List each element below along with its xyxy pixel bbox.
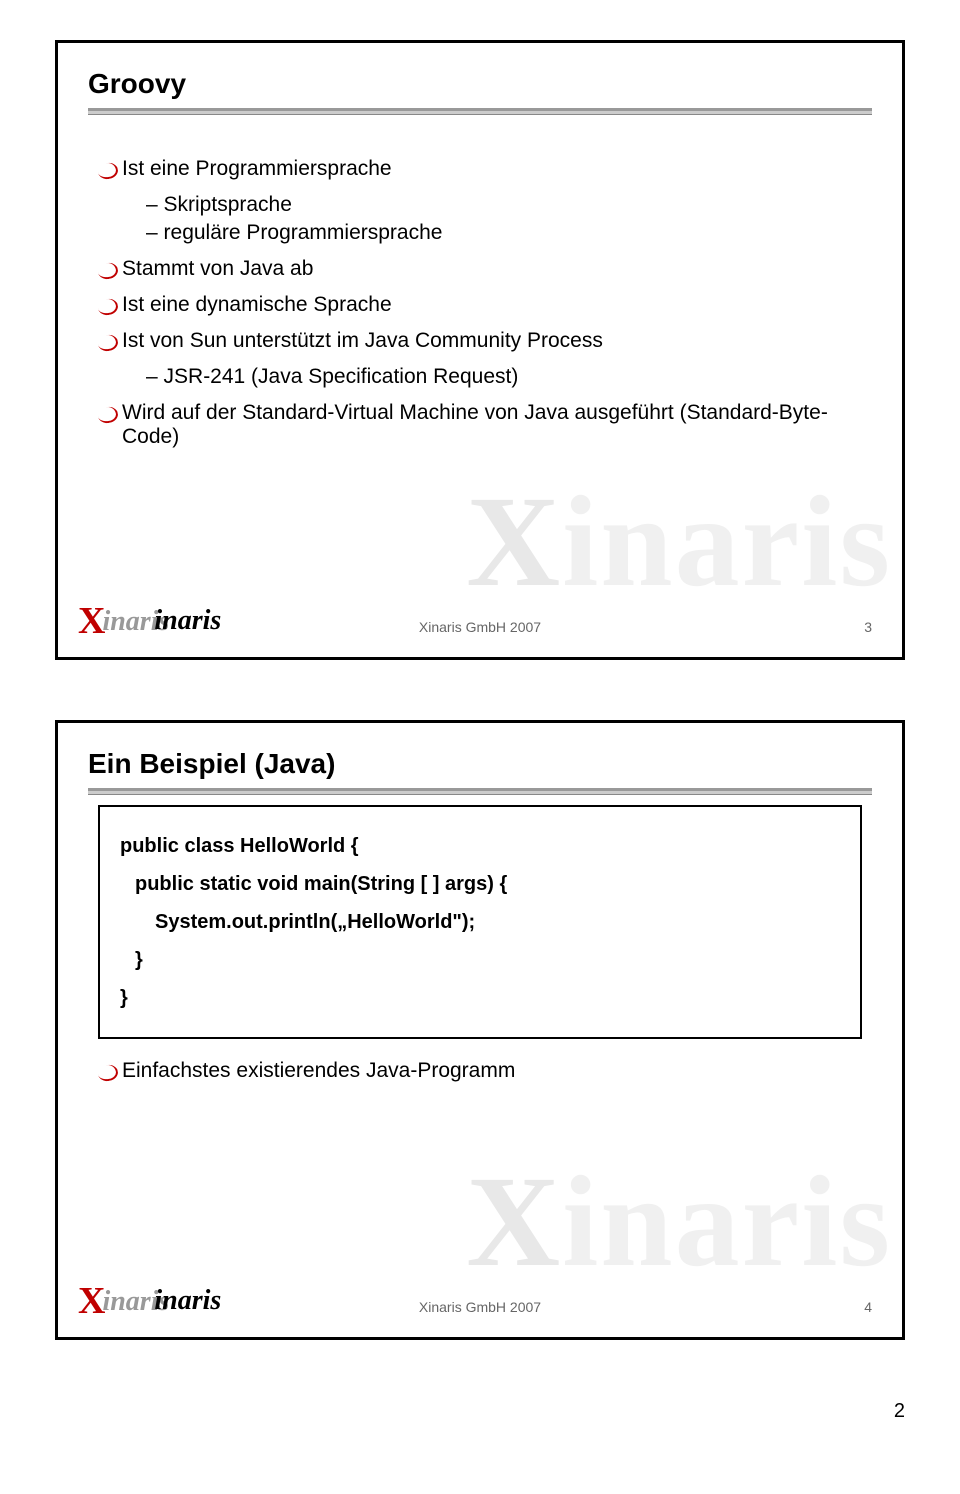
bullet-item: Einfachstes existierendes Java-Programm bbox=[98, 1059, 862, 1083]
footer-logo: Xinarisinaris bbox=[78, 1275, 239, 1319]
bullet-item: Ist eine dynamische Sprache bbox=[98, 293, 862, 317]
swoosh-icon bbox=[98, 297, 122, 315]
bullet-text: Ist eine dynamische Sprache bbox=[122, 293, 392, 317]
watermark-text: inaris bbox=[562, 470, 892, 614]
slide1-content: Ist eine Programmiersprache Skriptsprach… bbox=[58, 125, 902, 449]
swoosh-icon bbox=[98, 1063, 122, 1081]
bullet-text: Ist von Sun unterstützt im Java Communit… bbox=[122, 329, 603, 353]
slide-1: Groovy Ist eine Programmiersprache Skrip… bbox=[55, 40, 905, 660]
code-example-box: public class HelloWorld { public static … bbox=[98, 805, 862, 1039]
watermark-x-icon: X bbox=[466, 470, 562, 614]
swoosh-icon bbox=[98, 161, 122, 179]
logo-text: inaris bbox=[154, 605, 221, 636]
watermark-x-icon: X bbox=[466, 1150, 562, 1294]
watermark-logo: Xinaris bbox=[466, 1147, 892, 1297]
bullet-text: Ist eine Programmiersprache bbox=[122, 157, 392, 181]
slide2-title: Ein Beispiel (Java) bbox=[58, 723, 902, 788]
swoosh-icon bbox=[98, 333, 122, 351]
bullet-item: Ist von Sun unterstützt im Java Communit… bbox=[98, 329, 862, 353]
code-line: } bbox=[120, 941, 840, 979]
bullet-sub: JSR-241 (Java Specification Request) bbox=[146, 365, 862, 389]
document-page-number: 2 bbox=[55, 1400, 905, 1423]
watermark-logo: Xinaris bbox=[466, 467, 892, 617]
code-line: public static void main(String [ ] args)… bbox=[120, 865, 840, 903]
slide1-title: Groovy bbox=[58, 43, 902, 108]
bullet-item: Ist eine Programmiersprache bbox=[98, 157, 862, 181]
title-underline bbox=[88, 108, 872, 115]
code-line: public class HelloWorld { bbox=[120, 827, 840, 865]
bullet-text: Stammt von Java ab bbox=[122, 257, 313, 281]
swoosh-icon bbox=[98, 405, 122, 423]
slide-2: Ein Beispiel (Java) public class HelloWo… bbox=[55, 720, 905, 1340]
bullet-text: Einfachstes existierendes Java-Programm bbox=[122, 1059, 515, 1083]
bullet-sub: reguläre Programmiersprache bbox=[146, 221, 862, 245]
code-line: System.out.println(„HelloWorld"); bbox=[120, 903, 840, 941]
bullet-sub: Skriptsprache bbox=[146, 193, 862, 217]
footer-logo: Xinarisinaris bbox=[78, 595, 239, 639]
swoosh-icon bbox=[98, 261, 122, 279]
watermark-text: inaris bbox=[562, 1150, 892, 1294]
slide-number: 3 bbox=[864, 619, 872, 635]
page-container: Groovy Ist eine Programmiersprache Skrip… bbox=[0, 0, 960, 1443]
slide-number: 4 bbox=[864, 1299, 872, 1315]
title-underline bbox=[88, 788, 872, 795]
bullet-item: Wird auf der Standard-Virtual Machine vo… bbox=[98, 401, 862, 449]
code-line: } bbox=[120, 979, 840, 1017]
bullet-item: Stammt von Java ab bbox=[98, 257, 862, 281]
bullet-text: Wird auf der Standard-Virtual Machine vo… bbox=[122, 401, 862, 449]
slide2-content: Einfachstes existierendes Java-Programm bbox=[58, 1059, 902, 1083]
logo-text: inaris bbox=[154, 1285, 221, 1316]
